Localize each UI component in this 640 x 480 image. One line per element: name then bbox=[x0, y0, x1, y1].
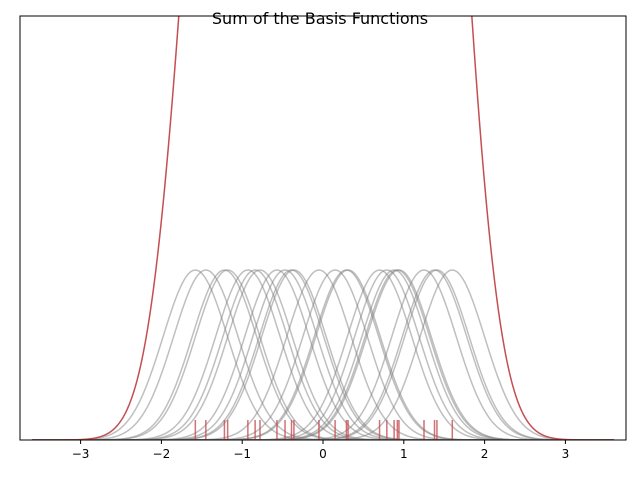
x-tick-label-3: 0 bbox=[319, 447, 327, 461]
x-tick-label-2: −1 bbox=[233, 447, 251, 461]
chart-title: Sum of the Basis Functions bbox=[212, 9, 428, 28]
x-tick-label-6: 3 bbox=[562, 447, 570, 461]
basis-curve-10 bbox=[32, 269, 614, 440]
plot-series-group bbox=[32, 16, 614, 440]
sum-curve bbox=[32, 16, 614, 440]
basis-curve-9 bbox=[32, 269, 614, 440]
basis-curve-11 bbox=[32, 269, 614, 440]
x-tick-label-4: 1 bbox=[400, 447, 408, 461]
basis-curve-3 bbox=[32, 269, 614, 440]
basis-curve-7 bbox=[32, 269, 614, 440]
x-tick-label-0: −3 bbox=[72, 447, 90, 461]
basis-curve-14 bbox=[32, 269, 614, 440]
x-tick-label-1: −2 bbox=[153, 447, 171, 461]
x-tick-label-5: 2 bbox=[481, 447, 489, 461]
basis-curve-13 bbox=[32, 269, 614, 440]
basis-curve-20 bbox=[32, 269, 614, 440]
plot-area: −3 −2 −1 0 1 2 3 bbox=[19, 15, 627, 461]
basis-curve-12 bbox=[32, 269, 614, 440]
basis-curve-8 bbox=[32, 269, 614, 440]
